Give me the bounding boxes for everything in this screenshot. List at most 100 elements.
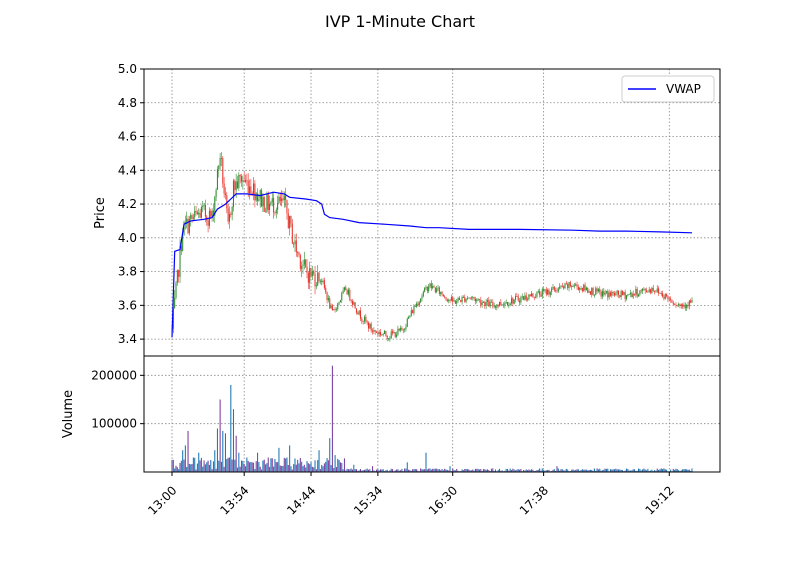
volume-bar bbox=[275, 462, 277, 472]
candle-body bbox=[283, 195, 285, 201]
volume-bar bbox=[500, 470, 502, 472]
volume-tick-label: 200000 bbox=[91, 368, 137, 382]
volume-bar bbox=[198, 452, 200, 472]
candle-body bbox=[462, 296, 464, 298]
volume-bar bbox=[282, 465, 284, 472]
volume-bar bbox=[401, 468, 403, 472]
candle-body bbox=[621, 290, 624, 295]
candle-body bbox=[384, 330, 386, 334]
volume-bar bbox=[625, 468, 628, 472]
candle-body bbox=[246, 180, 248, 181]
candle-body bbox=[410, 310, 412, 316]
volume-bar bbox=[259, 466, 261, 472]
volume-bar bbox=[400, 470, 402, 472]
candle-body bbox=[179, 246, 181, 277]
candle-body bbox=[512, 298, 514, 304]
volume-bar bbox=[624, 470, 626, 472]
volume-bar bbox=[396, 469, 398, 472]
candle-body bbox=[339, 300, 341, 303]
candle-body bbox=[406, 318, 408, 327]
candle-body bbox=[232, 180, 235, 207]
candle-body bbox=[337, 303, 339, 310]
volume-bar bbox=[309, 464, 311, 472]
candle-body bbox=[239, 174, 241, 177]
volume-y-ticks: 100000 200000 bbox=[91, 368, 144, 431]
x-tick-label: 15:34 bbox=[351, 483, 385, 517]
candle-body bbox=[535, 296, 537, 298]
candle-body bbox=[265, 211, 267, 213]
volume-bar bbox=[406, 462, 408, 472]
volume-bar bbox=[291, 469, 293, 472]
volume-bar bbox=[621, 470, 624, 472]
volume-bar bbox=[637, 468, 640, 472]
candle-body bbox=[682, 304, 684, 307]
candle-body bbox=[490, 301, 493, 303]
volume-bar bbox=[436, 468, 438, 472]
volume-bar bbox=[338, 460, 340, 472]
price-tick-label: 4.6 bbox=[118, 130, 137, 144]
volume-bar bbox=[424, 469, 426, 472]
volume-bar bbox=[306, 461, 308, 472]
volume-bar bbox=[358, 470, 360, 472]
candle-body bbox=[236, 181, 239, 189]
volume-bar bbox=[617, 469, 620, 472]
candle-body bbox=[390, 331, 392, 338]
candle-body bbox=[401, 327, 403, 330]
volume-bar bbox=[353, 464, 355, 472]
candle-body bbox=[365, 316, 367, 322]
candle-body bbox=[216, 169, 218, 190]
volume-bar bbox=[186, 466, 188, 472]
volume-bar bbox=[195, 469, 197, 472]
volume-bar bbox=[359, 469, 362, 472]
candle-body bbox=[322, 280, 324, 283]
candle-body bbox=[632, 293, 634, 298]
candle-body bbox=[333, 309, 335, 311]
candle-body bbox=[619, 295, 621, 297]
candle-body bbox=[440, 291, 442, 294]
candle-body bbox=[529, 294, 531, 297]
candle-body bbox=[422, 291, 424, 297]
candle-body bbox=[248, 186, 251, 194]
candle-body bbox=[408, 317, 410, 319]
volume-bar bbox=[190, 464, 192, 472]
candle-body bbox=[437, 287, 439, 289]
volume-bar bbox=[187, 430, 189, 472]
candle-body bbox=[378, 332, 380, 335]
volume-bar bbox=[642, 469, 644, 472]
candle-body bbox=[224, 193, 227, 196]
candle-body bbox=[381, 334, 383, 336]
candle-body bbox=[367, 322, 370, 329]
volume-bar bbox=[270, 458, 272, 472]
candle-body bbox=[247, 180, 249, 194]
candle-body bbox=[258, 199, 260, 201]
candle-body bbox=[305, 259, 307, 267]
volume-bar bbox=[583, 469, 585, 472]
volume-bar bbox=[366, 468, 368, 472]
candle-body bbox=[521, 296, 523, 298]
x-tick-label: 17:38 bbox=[517, 483, 551, 517]
candle-body bbox=[559, 286, 561, 289]
candle-body bbox=[413, 306, 415, 314]
candle-body bbox=[670, 298, 672, 300]
candle-body bbox=[259, 190, 261, 200]
candle-body bbox=[366, 321, 368, 323]
volume-bar bbox=[646, 470, 648, 472]
candle-body bbox=[541, 289, 543, 297]
volume-bar bbox=[258, 462, 260, 472]
candle-body bbox=[315, 285, 317, 287]
volume-bar bbox=[650, 470, 652, 472]
candle-body bbox=[218, 165, 220, 170]
volume-bar bbox=[219, 399, 221, 472]
volume-bar bbox=[380, 469, 382, 472]
volume-bar bbox=[632, 469, 634, 472]
candle-body bbox=[203, 205, 205, 207]
volume-bar bbox=[404, 468, 406, 472]
volume-bar bbox=[297, 459, 299, 472]
volume-bar bbox=[449, 466, 451, 472]
candle-body bbox=[527, 299, 529, 300]
candle-body bbox=[172, 308, 174, 329]
candle-body bbox=[294, 240, 296, 245]
volume-bar bbox=[656, 468, 658, 472]
volume-bar bbox=[565, 468, 567, 472]
